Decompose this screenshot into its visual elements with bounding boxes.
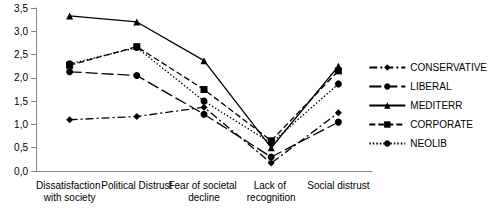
svg-text:2,0: 2,0: [14, 72, 28, 83]
svg-text:Dissatisfaction: Dissatisfaction: [36, 180, 103, 191]
svg-text:0,5: 0,5: [14, 142, 28, 153]
svg-text:decline: decline: [188, 192, 220, 203]
svg-text:LIBERAL: LIBERAL: [410, 81, 452, 92]
svg-text:2,5: 2,5: [14, 49, 28, 60]
svg-text:3,5: 3,5: [14, 3, 28, 14]
svg-text:recognition: recognition: [247, 192, 296, 203]
svg-text:1,5: 1,5: [14, 96, 28, 107]
svg-text:MEDITERR: MEDITERR: [410, 100, 462, 111]
svg-text:Political Distrust: Political Distrust: [101, 180, 172, 191]
svg-text:with society: with society: [43, 192, 96, 203]
svg-text:Fear of societal: Fear of societal: [168, 180, 239, 191]
svg-text:CONSERVATIVE: CONSERVATIVE: [410, 62, 487, 73]
svg-text:3,0: 3,0: [14, 26, 28, 37]
svg-text:Lack of: Lack of: [254, 180, 289, 191]
svg-text:0,0: 0,0: [14, 166, 28, 177]
svg-text:CORPORATE: CORPORATE: [410, 119, 473, 130]
svg-text:NEOLIB: NEOLIB: [410, 138, 447, 149]
svg-text:1,0: 1,0: [14, 119, 28, 130]
svg-text:Social distrust: Social distrust: [307, 180, 369, 191]
